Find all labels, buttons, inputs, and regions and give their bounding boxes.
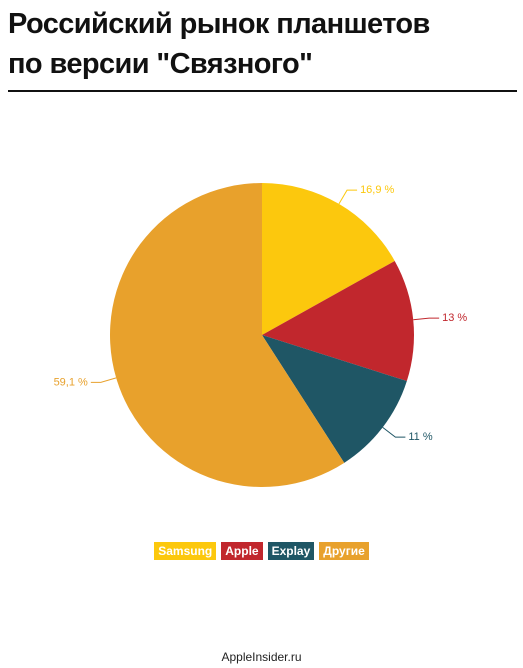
pie-slice [262, 260, 414, 382]
pie-slice [262, 335, 407, 463]
legend-item: Explay [267, 542, 315, 560]
legend: Samsung Apple Explay Другие [0, 542, 523, 560]
pie-slice [110, 183, 345, 487]
data-label: 16,9 % [360, 184, 394, 196]
legend-item: Другие [319, 542, 369, 560]
data-label: 13 % [442, 312, 467, 324]
leader-line [338, 189, 358, 205]
source: AppleInsider.ru [221, 650, 302, 664]
leader-line [413, 317, 440, 321]
title-line: Российский рынок планшетов [8, 8, 430, 40]
title-rule [8, 90, 517, 92]
leader-line [382, 427, 406, 438]
legend-item: Samsung [154, 542, 217, 560]
data-label: 59,1 % [54, 376, 88, 388]
pie-slice [262, 183, 395, 335]
title-line: по версии "Связного" [8, 48, 313, 80]
leader-line [90, 377, 117, 383]
legend-item: Apple [221, 542, 263, 560]
title: Российский рынок планшетов по версии "Св… [8, 4, 430, 84]
data-label: 11 % [408, 431, 432, 443]
